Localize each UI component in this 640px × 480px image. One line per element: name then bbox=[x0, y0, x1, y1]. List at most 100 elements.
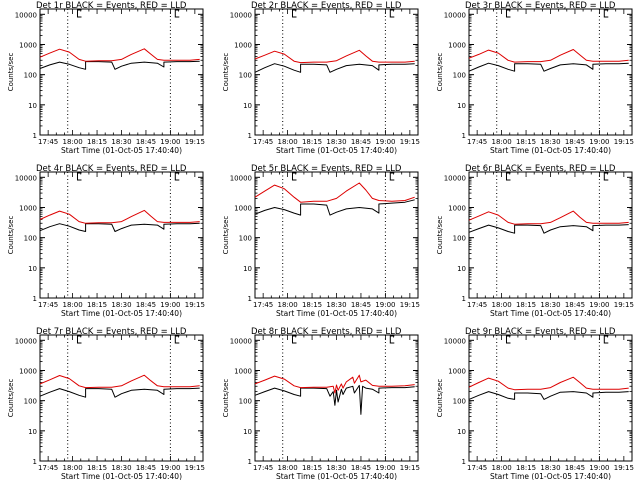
plot-frame bbox=[468, 171, 633, 299]
x-tick-label: 19:00 bbox=[589, 301, 609, 309]
events-series-line bbox=[39, 387, 200, 398]
plot-frame bbox=[468, 8, 633, 136]
y-tick-label: 10000 bbox=[15, 11, 37, 19]
x-tick-label: 17:45 bbox=[253, 464, 273, 472]
x-tick-label: 19:15 bbox=[400, 138, 420, 146]
y-tick-label: 1000 bbox=[234, 367, 252, 375]
x-tick-label: 18:00 bbox=[278, 301, 298, 309]
interval-bracket-marker bbox=[389, 335, 395, 344]
y-axis-title: Counts/sec bbox=[7, 379, 15, 418]
x-tick-label: 18:00 bbox=[278, 138, 298, 146]
events-series-line bbox=[468, 391, 629, 400]
x-tick-label: 18:45 bbox=[565, 301, 585, 309]
y-tick-label: 100 bbox=[239, 398, 252, 406]
detector-panel-4: Det 4r BLACK = Events, RED = LLD 1 10 100 10… bbox=[7, 164, 205, 318]
interval-bracket-marker bbox=[174, 9, 180, 18]
x-tick-label: 18:30 bbox=[540, 138, 560, 146]
x-tick-label: 19:15 bbox=[185, 138, 205, 146]
x-tick-label: 18:45 bbox=[351, 301, 371, 309]
y-tick-label: 10000 bbox=[230, 11, 252, 19]
y-tick-label: 1 bbox=[248, 132, 252, 140]
x-axis-title: Start Time (01-Oct-05 17:40:40) bbox=[61, 309, 182, 318]
x-tick-label: 18:15 bbox=[302, 138, 322, 146]
detector-panel-6: Det 6r BLACK = Events, RED = LLD 1 10 100 10… bbox=[436, 164, 634, 318]
x-tick-label: 19:00 bbox=[160, 464, 180, 472]
interval-bracket-marker bbox=[174, 335, 180, 344]
panel-title: Det 9r BLACK = Events, RED = LLD bbox=[465, 327, 616, 337]
x-tick-label: 18:15 bbox=[516, 138, 536, 146]
y-tick-label: 100 bbox=[453, 235, 466, 243]
x-tick-label: 18:45 bbox=[565, 464, 585, 472]
x-tick-label: 18:45 bbox=[136, 138, 156, 146]
x-tick-label: 19:15 bbox=[185, 464, 205, 472]
detector-panel-2: Det 2r BLACK = Events, RED = LLD 1 10 100 10… bbox=[222, 1, 420, 155]
y-axis-title: Counts/sec bbox=[222, 53, 230, 92]
x-tick-label: 18:15 bbox=[87, 138, 107, 146]
x-tick-label: 19:15 bbox=[614, 138, 634, 146]
x-tick-label: 19:00 bbox=[589, 464, 609, 472]
events-series-line bbox=[254, 384, 415, 415]
lld-series-line bbox=[39, 48, 200, 62]
y-tick-label: 10 bbox=[457, 265, 466, 273]
interval-bracket-marker bbox=[291, 335, 297, 344]
x-tick-label: 18:30 bbox=[540, 464, 560, 472]
x-tick-label: 18:30 bbox=[111, 301, 131, 309]
plot-frame bbox=[254, 171, 419, 299]
y-tick-label: 100 bbox=[24, 72, 37, 80]
interval-bracket-marker bbox=[174, 172, 180, 181]
x-tick-label: 18:45 bbox=[136, 301, 156, 309]
x-axis-title: Start Time (01-Oct-05 17:40:40) bbox=[490, 309, 611, 318]
x-tick-label: 17:45 bbox=[253, 138, 273, 146]
interval-bracket-marker bbox=[76, 9, 82, 18]
x-tick-label: 19:00 bbox=[375, 301, 395, 309]
y-tick-label: 10 bbox=[243, 265, 252, 273]
x-tick-label: 19:00 bbox=[375, 464, 395, 472]
x-tick-label: 18:30 bbox=[326, 138, 346, 146]
x-axis-title: Start Time (01-Oct-05 17:40:40) bbox=[276, 472, 397, 480]
y-tick-label: 10000 bbox=[444, 337, 466, 345]
y-tick-label: 10000 bbox=[444, 174, 466, 182]
interval-bracket-marker bbox=[603, 335, 609, 344]
plot-frame bbox=[254, 8, 419, 136]
lld-series-line bbox=[468, 49, 629, 63]
y-tick-label: 1000 bbox=[234, 41, 252, 49]
y-axis-title: Counts/sec bbox=[436, 379, 444, 418]
y-tick-label: 10000 bbox=[15, 337, 37, 345]
x-tick-label: 17:45 bbox=[253, 301, 273, 309]
x-tick-label: 19:15 bbox=[185, 301, 205, 309]
x-tick-label: 19:00 bbox=[375, 138, 395, 146]
x-tick-label: 18:30 bbox=[326, 464, 346, 472]
events-series-line bbox=[39, 60, 200, 70]
x-axis-title: Start Time (01-Oct-05 17:40:40) bbox=[61, 472, 182, 480]
y-tick-label: 1 bbox=[33, 132, 37, 140]
x-tick-label: 18:45 bbox=[351, 464, 371, 472]
panel-title: Det 4r BLACK = Events, RED = LLD bbox=[36, 164, 187, 174]
y-tick-label: 1000 bbox=[19, 41, 37, 49]
y-tick-label: 10000 bbox=[230, 337, 252, 345]
lld-series-line bbox=[468, 376, 629, 391]
y-tick-label: 1000 bbox=[19, 367, 37, 375]
interval-bracket-marker bbox=[389, 172, 395, 181]
x-tick-label: 17:45 bbox=[38, 301, 58, 309]
plot-frame bbox=[468, 334, 633, 462]
x-tick-label: 18:00 bbox=[492, 301, 512, 309]
y-tick-label: 1 bbox=[248, 458, 252, 466]
y-tick-label: 1 bbox=[462, 132, 466, 140]
panel-title: Det 6r BLACK = Events, RED = LLD bbox=[465, 164, 616, 174]
plot-frame bbox=[39, 334, 204, 462]
lld-series-line bbox=[468, 210, 629, 225]
lld-series-line bbox=[39, 209, 200, 224]
y-tick-label: 1 bbox=[462, 295, 466, 303]
panel-title: Det 1r BLACK = Events, RED = LLD bbox=[36, 1, 187, 11]
x-tick-label: 18:00 bbox=[63, 138, 83, 146]
y-tick-label: 10 bbox=[243, 428, 252, 436]
x-tick-label: 19:15 bbox=[614, 301, 634, 309]
y-tick-label: 10000 bbox=[230, 174, 252, 182]
detector-panel-5: Det 5r BLACK = Events, RED = LLD 1 10 100 10… bbox=[222, 164, 420, 318]
x-axis-title: Start Time (01-Oct-05 17:40:40) bbox=[61, 146, 182, 155]
x-axis-title: Start Time (01-Oct-05 17:40:40) bbox=[276, 309, 397, 318]
interval-bracket-marker bbox=[76, 172, 82, 181]
y-tick-label: 100 bbox=[24, 235, 37, 243]
events-series-line bbox=[254, 63, 415, 73]
x-tick-label: 18:30 bbox=[540, 301, 560, 309]
